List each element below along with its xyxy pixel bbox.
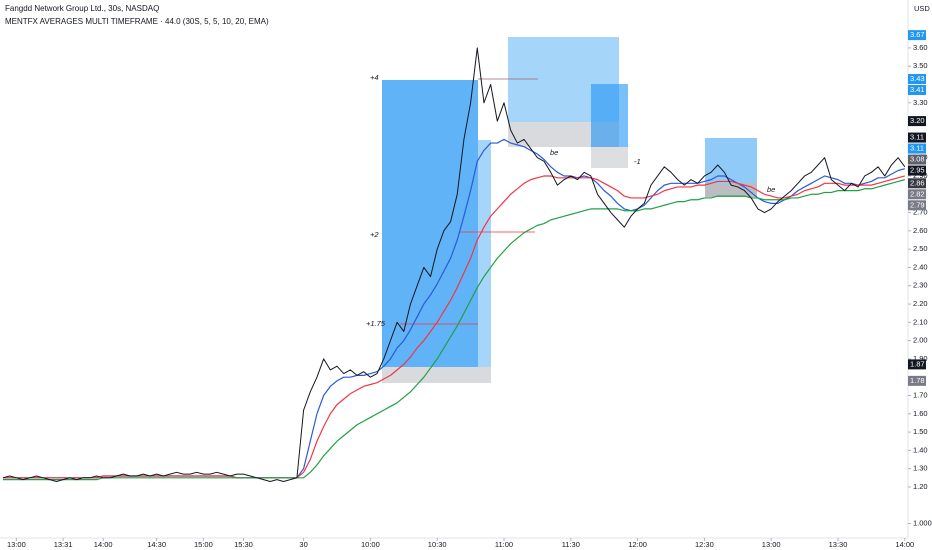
x-tick-label: 10:00 bbox=[361, 540, 380, 549]
y-tick-label: 2.40 bbox=[913, 262, 928, 271]
x-tick-label: 14:00 bbox=[895, 540, 914, 549]
x-tick-label: 13:30 bbox=[829, 540, 848, 549]
price-badge bbox=[908, 30, 926, 41]
price-badge-label: 3.11 bbox=[910, 144, 924, 153]
price-badge-label: 3.41 bbox=[910, 85, 925, 94]
price-badge-label: 2.82 bbox=[910, 189, 925, 198]
price-badge-label: 3.08 bbox=[910, 155, 925, 164]
x-tick-label: 11:30 bbox=[562, 540, 580, 549]
y-tick-label: 1.90 bbox=[913, 354, 928, 363]
x-tick-label: 15:00 bbox=[194, 540, 213, 549]
y-tick-label: 2.20 bbox=[913, 299, 928, 308]
annotation: -1 bbox=[634, 157, 641, 166]
target-box bbox=[591, 84, 628, 147]
target-box bbox=[478, 140, 491, 367]
price-badge-label: 3.20 bbox=[910, 116, 925, 125]
x-tick-label: 10:30 bbox=[428, 540, 447, 549]
ema-line bbox=[3, 179, 905, 481]
x-tick-label: 13:00 bbox=[762, 540, 781, 549]
price-badge bbox=[908, 200, 926, 211]
y-tick-label: 3.50 bbox=[913, 61, 928, 70]
y-tick-label: 1.0000 bbox=[913, 519, 932, 528]
y-tick-label: 2.60 bbox=[913, 226, 928, 235]
price-badge bbox=[908, 116, 926, 127]
price-badge bbox=[908, 165, 926, 176]
price-badge-label: 1.87 bbox=[910, 359, 925, 368]
annotation: be bbox=[550, 148, 558, 157]
target-box bbox=[705, 138, 757, 183]
ema-line bbox=[3, 175, 905, 479]
price-badge bbox=[908, 178, 926, 189]
x-tick-label: 15:30 bbox=[234, 540, 253, 549]
price-badge-label: 3.67 bbox=[910, 30, 925, 39]
y-tick-label: 1.40 bbox=[913, 445, 928, 454]
y-tick-label: 2.10 bbox=[913, 317, 928, 326]
y-tick-label: 3.30 bbox=[913, 98, 928, 107]
x-tick-label: 12:00 bbox=[628, 540, 647, 549]
y-tick-label: 1.50 bbox=[913, 427, 928, 436]
y-tick-label: 1.30 bbox=[913, 464, 928, 473]
currency-label: USD bbox=[914, 4, 930, 13]
y-tick-label: 1.60 bbox=[913, 409, 928, 418]
x-tick-label: 30 bbox=[299, 540, 307, 549]
x-tick-label: 11:00 bbox=[495, 540, 513, 549]
price-badge bbox=[908, 143, 926, 154]
x-tick-label: 13:00 bbox=[7, 540, 26, 549]
y-tick-label: 1.20 bbox=[913, 482, 928, 491]
price-badge bbox=[908, 375, 926, 386]
stop-box bbox=[382, 367, 491, 383]
price-badge bbox=[908, 154, 926, 165]
annotation: +4 bbox=[370, 73, 379, 82]
price-badge-label: 3.11 bbox=[910, 133, 924, 142]
y-tick-label: 2.50 bbox=[913, 244, 928, 253]
price-badge-label: 1.78 bbox=[910, 376, 925, 385]
chart-title: Fangdd Network Group Ltd., 30s, NASDAQ bbox=[5, 4, 159, 13]
price-badge bbox=[908, 189, 926, 200]
price-badge bbox=[908, 359, 926, 370]
price-line bbox=[2, 47, 906, 482]
x-tick-label: 12:30 bbox=[695, 540, 714, 549]
price-badge bbox=[908, 132, 926, 143]
series-layer bbox=[2, 47, 906, 482]
annotation: +2 bbox=[370, 230, 379, 239]
indicator-title: MENTFX AVERAGES MULTI TIMEFRAME · 44.0 (… bbox=[5, 17, 269, 26]
y-tick-label: 2.00 bbox=[913, 336, 928, 345]
x-tick-label: 14:30 bbox=[147, 540, 166, 549]
y-tick-label: 1.70 bbox=[913, 390, 928, 399]
x-tick-label: 14:00 bbox=[94, 540, 113, 549]
annotation: be bbox=[767, 185, 775, 194]
price-badge-label: 2.86 bbox=[910, 178, 925, 187]
price-badge bbox=[908, 85, 926, 96]
stop-box bbox=[591, 147, 628, 168]
y-tick-label: 2.70 bbox=[913, 208, 928, 217]
price-badge-label: 2.79 bbox=[910, 200, 925, 209]
y-tick-label: 2.30 bbox=[913, 281, 928, 290]
x-tick-label: 13:31 bbox=[54, 540, 73, 549]
price-badge-label: 2.95 bbox=[910, 166, 925, 175]
y-tick-label: 3.60 bbox=[913, 43, 928, 52]
price-badge-label: 3.43 bbox=[910, 74, 925, 83]
price-badge bbox=[908, 74, 926, 85]
annotation: +1.75 bbox=[366, 319, 386, 328]
